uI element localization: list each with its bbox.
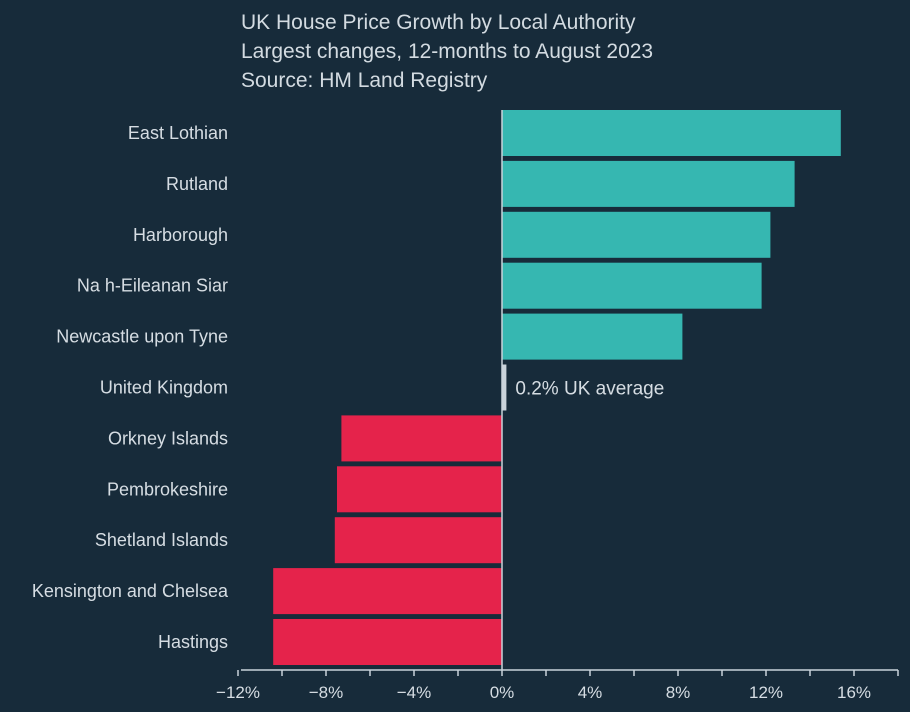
- average-bar: [502, 364, 507, 411]
- bar: [502, 160, 795, 207]
- x-tick-label: 4%: [578, 683, 603, 702]
- bar: [502, 211, 771, 258]
- chart-source: Source: HM Land Registry: [241, 69, 488, 92]
- category-label: Newcastle upon Tyne: [56, 327, 228, 347]
- category-label: Harborough: [133, 225, 228, 245]
- bar: [341, 415, 502, 462]
- category-label: United Kingdom: [100, 378, 228, 398]
- category-label: Rutland: [166, 174, 228, 194]
- x-tick-label: 8%: [666, 683, 691, 702]
- chart-header: UK House Price Growth by Local Authority…: [241, 8, 901, 95]
- category-label: Orkney Islands: [108, 428, 228, 448]
- chart-title: UK House Price Growth by Local Authority: [241, 11, 636, 34]
- average-annotation: 0.2% UK average: [515, 379, 664, 400]
- bar: [502, 313, 683, 360]
- x-tick-label: −8%: [309, 683, 344, 702]
- category-label: Kensington and Chelsea: [32, 581, 229, 601]
- bar: [273, 568, 502, 615]
- x-tick-label: −12%: [216, 683, 260, 702]
- bar: [502, 262, 762, 309]
- category-label: Pembrokeshire: [107, 479, 228, 499]
- category-label: Shetland Islands: [95, 530, 228, 550]
- x-tick-label: 16%: [837, 683, 871, 702]
- bar: [334, 517, 502, 564]
- category-label: Hastings: [158, 632, 228, 652]
- bar: [502, 110, 841, 156]
- bar: [337, 466, 502, 513]
- category-label: Na h-Eileanan Siar: [77, 276, 228, 296]
- chart-subtitle: Largest changes, 12-months to August 202…: [241, 40, 654, 63]
- x-tick-label: −4%: [397, 683, 432, 702]
- category-label: East Lothian: [128, 123, 228, 143]
- x-tick-label: 0%: [490, 683, 515, 702]
- bar: [273, 619, 502, 665]
- x-tick-label: 12%: [749, 683, 783, 702]
